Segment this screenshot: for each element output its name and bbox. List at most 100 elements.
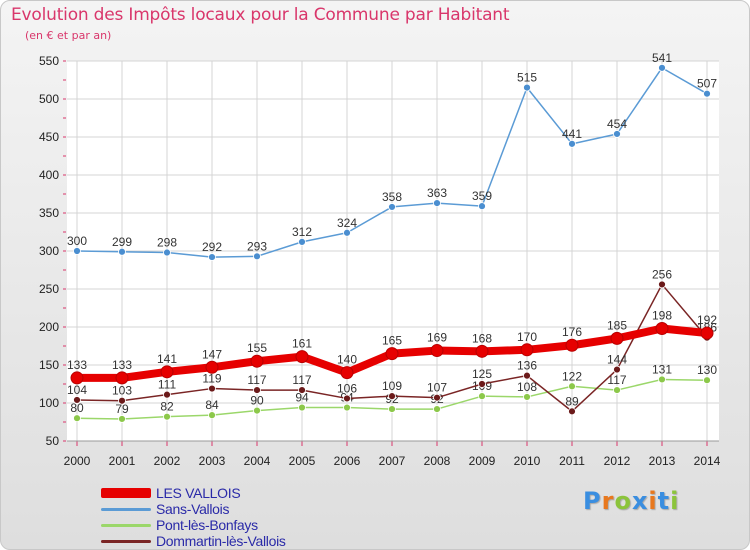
logo-letter: o [614, 487, 632, 515]
data-point [340, 366, 354, 380]
y-tick-label: 250 [39, 282, 59, 296]
data-point [568, 139, 576, 148]
data-point [298, 237, 306, 246]
x-tick-label: 2014 [694, 454, 721, 468]
logo-letter: x [631, 487, 649, 515]
logo-letter: i [648, 487, 658, 515]
data-point [73, 247, 81, 255]
data-label: 155 [247, 341, 267, 355]
data-label: 300 [67, 234, 87, 248]
data-point [565, 338, 579, 352]
data-label: 140 [337, 353, 357, 367]
data-point [430, 344, 444, 358]
data-point [343, 228, 351, 237]
data-point [250, 354, 264, 368]
y-tick-label: 450 [39, 130, 59, 144]
x-tick-label: 2010 [514, 454, 541, 468]
data-point [118, 247, 126, 256]
data-label: 507 [697, 77, 717, 91]
data-label: 106 [337, 381, 357, 395]
data-label: 312 [292, 225, 312, 239]
legend-swatch [101, 540, 151, 543]
data-point [568, 382, 576, 391]
data-label: 169 [427, 331, 447, 345]
data-point [655, 322, 669, 336]
data-label: 541 [652, 51, 672, 65]
data-label: 109 [382, 379, 402, 393]
x-tick-label: 2003 [199, 454, 226, 468]
x-tick-label: 2004 [244, 454, 271, 468]
data-point [115, 371, 129, 385]
data-label: 161 [292, 337, 312, 351]
data-label: 515 [517, 71, 537, 85]
data-label: 293 [247, 239, 267, 253]
y-tick-label: 500 [39, 92, 59, 106]
data-label: 147 [202, 347, 222, 361]
data-point [73, 414, 81, 423]
data-label: 103 [112, 384, 132, 398]
data-point [253, 406, 261, 415]
data-point [70, 371, 84, 385]
x-tick-label: 2006 [334, 454, 361, 468]
data-point [568, 407, 576, 416]
data-label: 82 [160, 400, 174, 414]
legend-label: Dommartin-lès-Vallois [156, 533, 286, 549]
data-point [388, 203, 396, 211]
x-tick-label: 2000 [64, 454, 91, 468]
logo-letter: P [583, 487, 602, 515]
x-tick-label: 2007 [379, 454, 406, 468]
y-tick-label: 50 [46, 434, 60, 448]
logo-letter: i [670, 487, 680, 515]
chart-title: Evolution des Impôts locaux pour la Comm… [11, 5, 510, 25]
data-point [478, 202, 486, 211]
data-label: 185 [607, 318, 627, 332]
data-point [478, 380, 486, 388]
data-label: 94 [295, 391, 309, 405]
data-point [343, 394, 351, 403]
data-point [298, 403, 306, 412]
x-tick-label: 2002 [154, 454, 181, 468]
data-label: 89 [565, 394, 579, 408]
data-label: 363 [427, 186, 447, 200]
data-label: 324 [337, 216, 357, 230]
data-point [520, 343, 534, 357]
x-tick-label: 2011 [559, 454, 585, 468]
legend-label: Pont-lès-Bonfays [156, 517, 258, 533]
legend-swatch [101, 488, 151, 498]
data-label: 168 [472, 331, 492, 345]
data-label: 170 [517, 330, 537, 344]
data-point [703, 376, 711, 385]
data-point [433, 405, 441, 413]
data-point [658, 63, 666, 72]
data-point [433, 199, 441, 208]
data-label: 198 [652, 309, 672, 323]
data-point [523, 83, 531, 92]
data-label: 133 [112, 358, 132, 372]
x-tick-label: 2013 [649, 454, 676, 468]
data-point [118, 415, 126, 423]
data-label: 84 [205, 398, 219, 412]
data-point [343, 403, 351, 412]
data-label: 133 [67, 358, 87, 372]
data-point [163, 412, 171, 421]
data-point [478, 392, 486, 401]
y-tick-label: 200 [39, 320, 59, 334]
y-tick-label: 300 [39, 244, 59, 258]
x-tick-label: 2009 [469, 454, 496, 468]
data-label: 176 [562, 325, 582, 339]
data-point [433, 393, 441, 402]
data-point [298, 386, 306, 394]
data-point [253, 386, 261, 394]
data-label: 256 [652, 267, 672, 281]
data-label: 107 [427, 381, 447, 395]
data-label: 144 [607, 353, 627, 367]
data-point [388, 405, 396, 413]
data-point [160, 365, 174, 379]
data-point [253, 252, 261, 261]
data-point [208, 411, 216, 420]
data-point [703, 89, 711, 98]
y-tick-label: 150 [39, 358, 59, 372]
data-label: 117 [607, 373, 626, 387]
x-tick-label: 2005 [289, 454, 316, 468]
x-tick-label: 2001 [109, 454, 136, 468]
